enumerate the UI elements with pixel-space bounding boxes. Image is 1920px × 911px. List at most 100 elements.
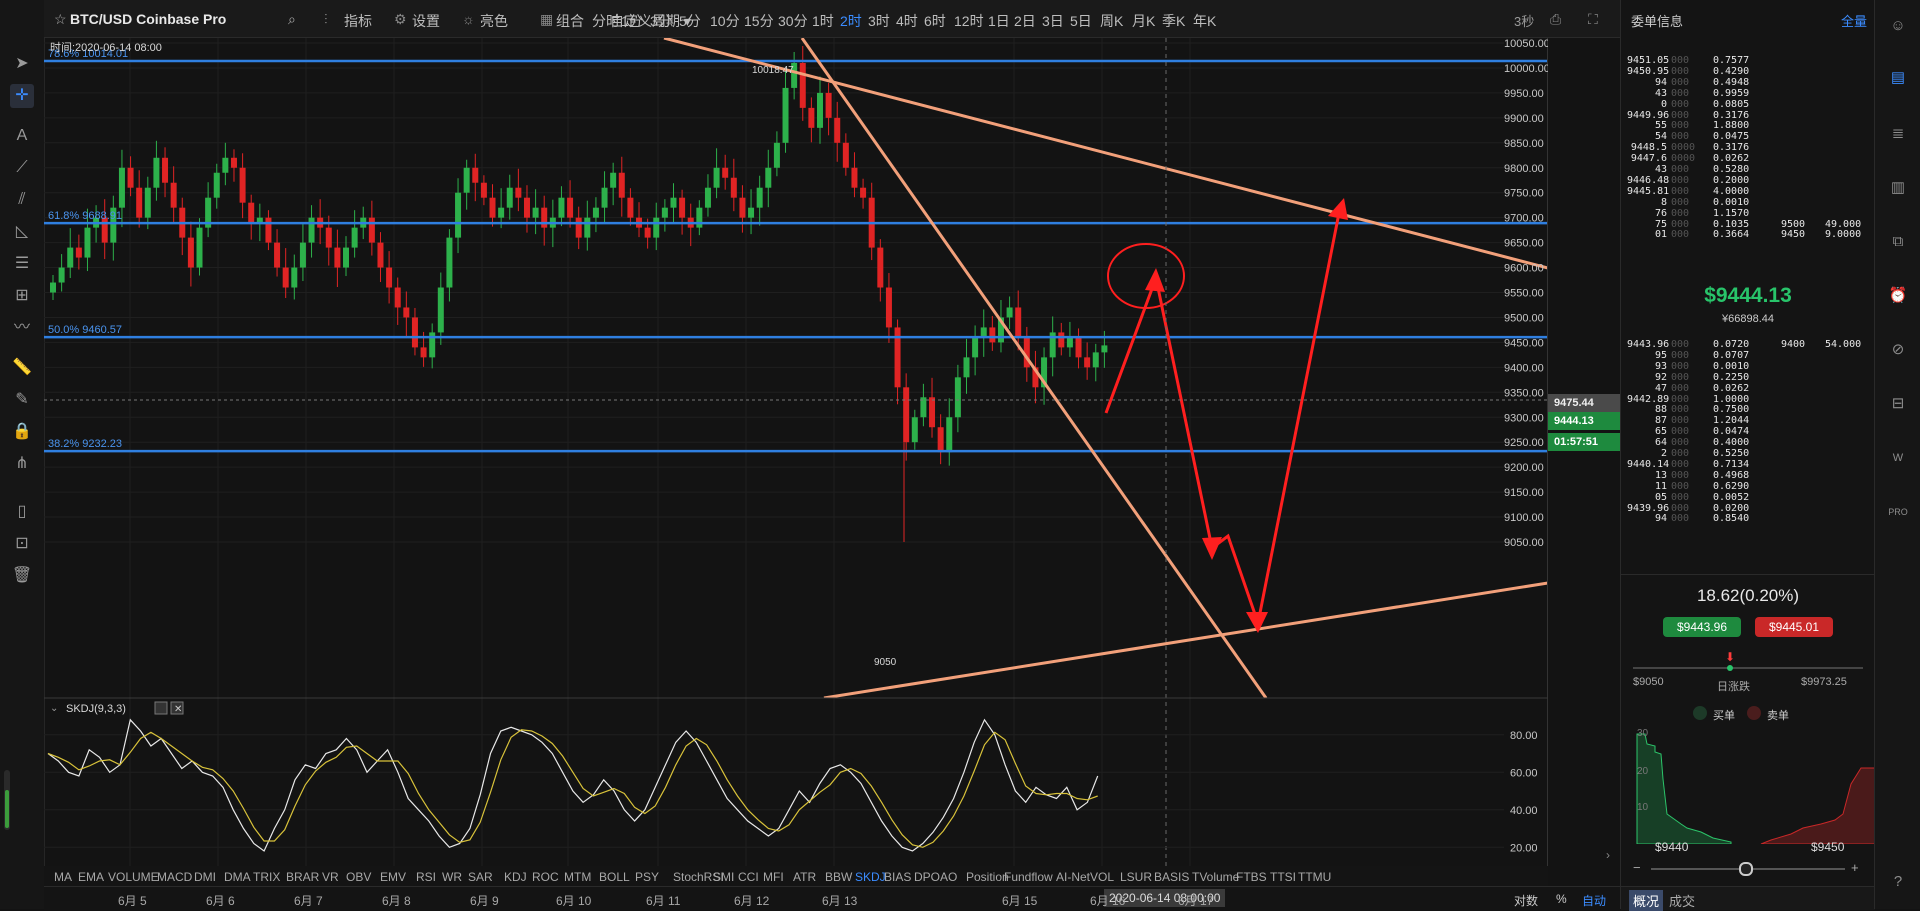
ask-row[interactable]: 9451.05 000 0.7577	[1627, 55, 1871, 66]
compass-icon[interactable]: ⊘	[1891, 341, 1905, 358]
ask-row[interactable]: 75 000 0.1035 9500 49.000	[1627, 219, 1871, 230]
bid-row[interactable]: 9439.96 000 0.0200	[1627, 503, 1871, 514]
period-13[interactable]: 1日	[988, 13, 1010, 29]
period-4[interactable]: 10分	[710, 13, 740, 29]
symbol-title[interactable]: BTC/USD Coinbase Pro	[70, 11, 227, 27]
news-icon[interactable]: ≣	[1891, 125, 1905, 142]
user-icon[interactable]: ☺	[1890, 17, 1906, 34]
bid-row[interactable]: 2 000 0.5250	[1627, 448, 1871, 459]
indicator-tab-basis[interactable]: BASIS	[1154, 870, 1190, 884]
indicator-tab-ma[interactable]: MA	[54, 870, 72, 884]
indicator-tab-skdj[interactable]: SKDJ	[855, 870, 886, 884]
ask-row[interactable]: 9447.6 0000 0.0262	[1627, 153, 1871, 164]
full-depth-toggle[interactable]: 全量	[1841, 14, 1868, 29]
wave-tool-icon[interactable]: 〰	[13, 319, 30, 336]
tab-overview[interactable]: 概况	[1629, 890, 1664, 911]
combo-button[interactable]: 组合	[556, 13, 584, 29]
drawn-trendlines[interactable]	[663, 38, 1548, 698]
period-19[interactable]: 季K	[1162, 13, 1186, 29]
target-circle[interactable]	[1107, 243, 1185, 309]
ask-row[interactable]: 01 000 0.3664 9450 9.0000	[1627, 229, 1871, 240]
ask-row[interactable]: 9449.96 000 0.3176	[1627, 110, 1871, 121]
chevron-right-icon[interactable]: ›	[1606, 848, 1610, 862]
ask-row[interactable]: 55 000 1.8800	[1627, 120, 1871, 131]
fib-retracement-icon[interactable]: ☰	[14, 255, 30, 272]
bid-row[interactable]: 95 000 0.0707	[1627, 350, 1871, 361]
indicator-tab-obv[interactable]: OBV	[346, 870, 372, 884]
period-3[interactable]: 5分	[679, 13, 701, 29]
lower-trendline[interactable]	[823, 581, 1548, 698]
indicator-tab-mtm[interactable]: MTM	[564, 870, 592, 884]
depth-chart[interactable]: 30 20 10	[1621, 724, 1875, 844]
refresh-rate[interactable]: 3秒	[1514, 14, 1535, 29]
indicator-tab-tvolume[interactable]: TVolume	[1192, 870, 1240, 884]
bid-row[interactable]: 88 000 0.7500	[1627, 404, 1871, 415]
watchlist-icon[interactable]: W	[1892, 452, 1904, 464]
period-9[interactable]: 3时	[868, 13, 890, 29]
ask-row[interactable]: 9448.5 0000 0.3176	[1627, 142, 1871, 153]
bid-row[interactable]: 9440.14 000 0.7134	[1627, 459, 1871, 470]
period-7[interactable]: 1时	[812, 13, 834, 29]
forecast-path[interactable]	[1104, 207, 1342, 629]
ask-row[interactable]: 0 000 0.0805	[1627, 99, 1871, 110]
indicator-tab-ai-netvol[interactable]: AI-NetVOL	[1056, 870, 1115, 884]
indicator-tab-dpo[interactable]: DPO	[914, 870, 941, 884]
period-1[interactable]: 1分	[621, 13, 643, 29]
indicator-close-icon[interactable]	[170, 701, 184, 715]
text-tool-icon[interactable]: A	[16, 127, 28, 144]
custom-period-dropdown[interactable]: 自定义周期 ▾	[610, 11, 691, 31]
ask-row[interactable]: 43 000 0.9959	[1627, 88, 1871, 99]
bookmark-icon[interactable]: ▯	[17, 503, 27, 520]
period-2[interactable]: 3分	[650, 13, 672, 29]
log-scale-toggle[interactable]: 对数	[1514, 894, 1539, 908]
copy-icon[interactable]: ⧉	[1892, 233, 1904, 250]
ask-row[interactable]: 9446.48 000 0.2000	[1627, 175, 1871, 186]
bid-row[interactable]: 9443.96 000 0.0720 9400 54.000	[1627, 339, 1871, 350]
indicator-tab-smi[interactable]: SMI	[713, 870, 735, 884]
period-10[interactable]: 4时	[896, 13, 918, 29]
indicator-tab-dma[interactable]: DMA	[224, 870, 251, 884]
magnet-icon[interactable]: ⋔	[15, 455, 29, 472]
indicator-tab-position[interactable]: Position	[966, 870, 1009, 884]
zoom-slider-handle[interactable]	[1739, 862, 1753, 876]
ask-row[interactable]: 76 000 1.1570	[1627, 208, 1871, 219]
indicator-tab-ema[interactable]: EMA	[78, 870, 105, 884]
ask-row[interactable]: 9445.81 000 4.0000	[1627, 186, 1871, 197]
ask-row[interactable]: 8 000 0.0010	[1627, 197, 1871, 208]
bid-row[interactable]: 93 000 0.0010	[1627, 361, 1871, 372]
bid-row[interactable]: 11 000 0.6290	[1627, 481, 1871, 492]
indicator-tab-ao[interactable]: AO	[940, 870, 958, 884]
auto-scale-toggle[interactable]: 自动	[1582, 894, 1607, 908]
bid-row[interactable]: 13 000 0.4968	[1627, 470, 1871, 481]
indicator-tab-ttmu[interactable]: TTMU	[1298, 870, 1332, 884]
indicator-tab-cci[interactable]: CCI	[738, 870, 759, 884]
bid-row[interactable]: 05 000 0.0052	[1627, 492, 1871, 503]
indicator-tab-ttsi[interactable]: TTSI	[1270, 870, 1296, 884]
indicator-tab-macd[interactable]: MACD	[157, 870, 193, 884]
scroll-handle[interactable]	[4, 770, 10, 830]
ruler-icon[interactable]: 📏	[12, 359, 32, 376]
indicator-collapse-icon[interactable]: ⌄	[50, 703, 58, 714]
period-0[interactable]: 分时	[592, 13, 620, 29]
triangle-tool-icon[interactable]: ◺	[15, 223, 29, 240]
alarm-icon[interactable]: ⏰	[1888, 287, 1908, 304]
settings-button[interactable]: 设置	[412, 13, 440, 29]
period-14[interactable]: 2日	[1014, 13, 1036, 29]
calculator-icon[interactable]: ⊟	[1891, 395, 1905, 412]
percent-scale-toggle[interactable]: %	[1556, 892, 1567, 906]
indicator-tab-dmi[interactable]: DMI	[194, 870, 216, 884]
indicator-tab-rsi[interactable]: RSI	[416, 870, 437, 884]
indicator-tab-volume[interactable]: VOLUME	[108, 870, 159, 884]
indicator-tab-emv[interactable]: EMV	[380, 870, 407, 884]
brush-icon[interactable]: ✎	[15, 391, 29, 408]
indicator-tab-atr[interactable]: ATR	[793, 870, 817, 884]
indicators-button[interactable]: 指标	[344, 13, 372, 29]
trash-icon[interactable]: 🗑	[11, 567, 33, 584]
bid-price-button[interactable]: $9443.96	[1663, 617, 1741, 637]
indicator-tab-bbw[interactable]: BBW	[825, 870, 853, 884]
scroll-thumb[interactable]	[5, 790, 9, 828]
help-icon[interactable]: ?	[1893, 873, 1903, 890]
bid-row[interactable]: 92 000 0.2250	[1627, 372, 1871, 383]
orderbook-icon[interactable]: ▤	[1890, 69, 1906, 86]
bid-row[interactable]: 9442.89 000 1.0000	[1627, 394, 1871, 405]
